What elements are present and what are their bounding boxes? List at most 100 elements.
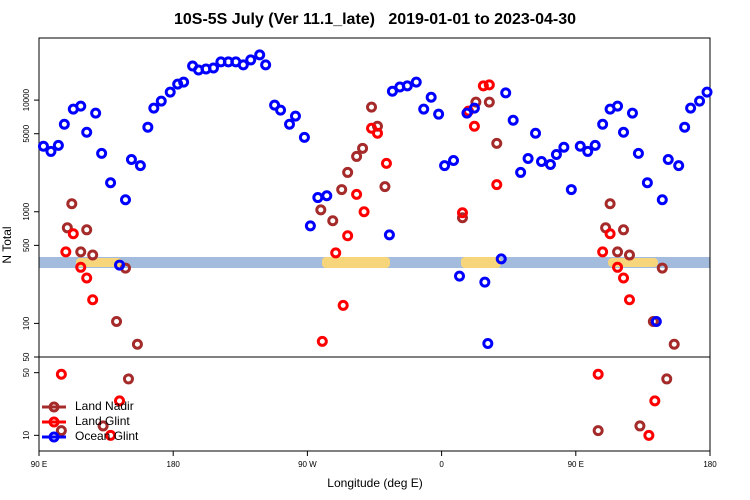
point: [87, 249, 99, 261]
point: [515, 166, 527, 178]
point: [574, 140, 586, 152]
point: [87, 294, 99, 306]
point: [507, 114, 519, 126]
point: [530, 127, 542, 139]
point: [371, 127, 383, 139]
point: [66, 198, 78, 210]
point: [58, 118, 70, 130]
point: [275, 104, 287, 116]
point: [433, 108, 445, 120]
point: [410, 76, 422, 88]
point: [111, 315, 123, 327]
point: [592, 425, 604, 437]
point: [81, 272, 93, 284]
point: [114, 395, 126, 407]
map-strip: [39, 257, 710, 268]
x-tick-label: 90 E: [568, 460, 584, 469]
point: [105, 429, 117, 441]
point: [656, 194, 668, 206]
point: [634, 420, 646, 432]
lower-frame: [38, 356, 711, 452]
point: [536, 155, 548, 167]
y-axis-label: N Total: [0, 226, 14, 263]
point: [668, 338, 680, 350]
point: [122, 373, 134, 385]
point: [456, 207, 468, 219]
point: [316, 335, 328, 347]
point: [612, 261, 624, 273]
point: [134, 160, 146, 172]
point: [623, 294, 635, 306]
point: [453, 270, 465, 282]
point: [694, 95, 706, 107]
point: [114, 259, 126, 271]
point: [358, 206, 370, 218]
point: [623, 249, 635, 261]
point: [315, 204, 327, 216]
point: [522, 152, 534, 164]
point: [439, 160, 451, 172]
x-tick-label: 0: [439, 460, 444, 469]
point: [618, 126, 630, 138]
point: [701, 86, 713, 98]
point: [612, 246, 624, 258]
point: [500, 87, 512, 99]
point: [456, 212, 468, 224]
point: [342, 166, 354, 178]
point: [119, 194, 131, 206]
point: [597, 118, 609, 130]
y-tick-label: 500: [22, 238, 31, 252]
chart-title: 10S-5S July (Ver 11.1_late) 2019-01-01 t…: [174, 11, 576, 28]
legend-label: Ocean Glint: [75, 429, 139, 443]
point: [155, 95, 167, 107]
point: [81, 224, 93, 236]
point: [75, 246, 87, 258]
point: [673, 160, 685, 172]
point: [482, 338, 494, 350]
point: [105, 177, 117, 189]
point: [468, 102, 480, 114]
point: [55, 425, 67, 437]
point: [298, 131, 310, 143]
point: [612, 100, 624, 112]
point: [383, 229, 395, 241]
point: [254, 49, 266, 61]
point: [425, 91, 437, 103]
y-tick-label: 1000: [22, 202, 31, 220]
legend-marker: [48, 431, 60, 443]
point: [679, 121, 691, 133]
point: [661, 373, 673, 385]
point: [178, 76, 190, 88]
y-tick-label: 50: [22, 352, 31, 361]
point: [342, 230, 354, 242]
point: [327, 215, 339, 227]
point: [304, 220, 316, 232]
y-tick-label: 10000: [22, 88, 31, 111]
point: [618, 272, 630, 284]
legend-marker: [48, 401, 60, 413]
point: [337, 299, 349, 311]
point: [491, 179, 503, 191]
y-tick-label: 50: [22, 368, 31, 377]
point: [592, 368, 604, 380]
point: [495, 253, 507, 265]
point: [37, 140, 49, 152]
y-tick-label: 5000: [22, 124, 31, 142]
point: [604, 228, 616, 240]
point: [67, 228, 79, 240]
point: [207, 62, 219, 74]
point: [379, 181, 391, 193]
point: [448, 154, 460, 166]
y-tick-label: 100: [22, 316, 31, 330]
point: [650, 315, 662, 327]
point: [164, 86, 176, 98]
point: [604, 198, 616, 210]
point: [148, 102, 160, 114]
point: [284, 118, 296, 130]
point: [626, 107, 638, 119]
point: [75, 100, 87, 112]
legend-label: Land Glint: [75, 414, 130, 428]
point: [632, 147, 644, 159]
point: [550, 148, 562, 160]
point: [558, 141, 570, 153]
